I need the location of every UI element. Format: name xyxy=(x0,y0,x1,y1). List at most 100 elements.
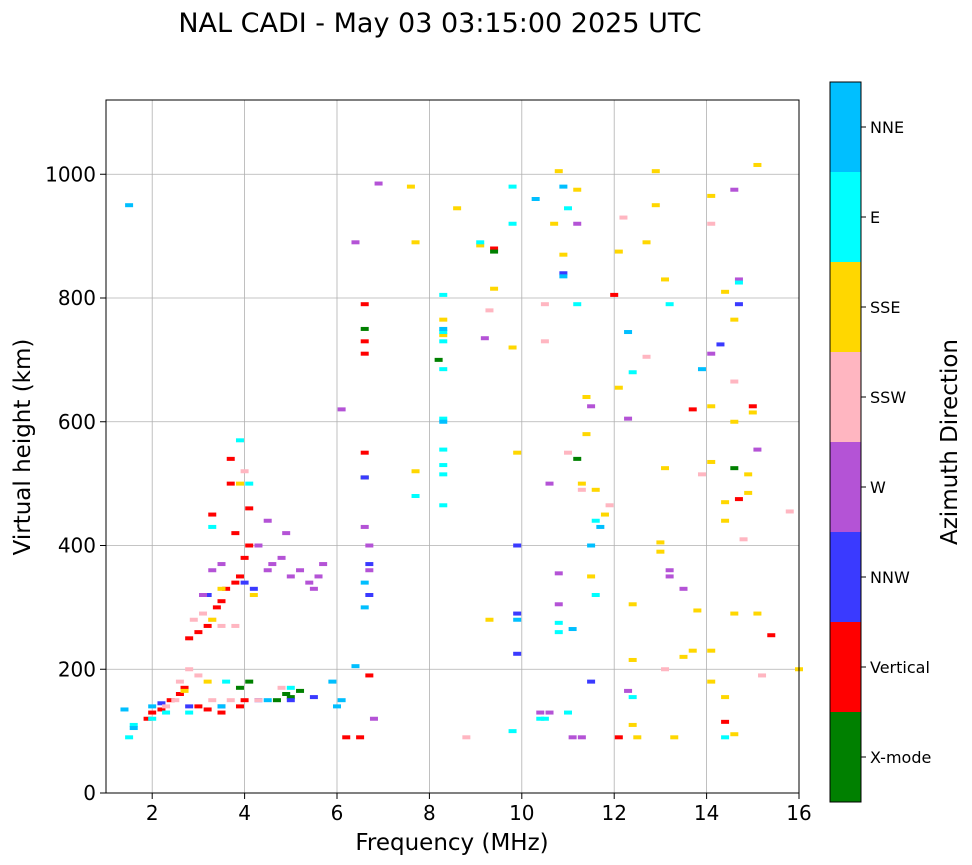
data-point xyxy=(365,593,374,597)
data-point xyxy=(785,509,794,514)
data-point xyxy=(277,555,286,560)
data-point xyxy=(540,302,549,307)
data-point xyxy=(739,537,748,542)
data-point xyxy=(453,206,462,211)
data-point xyxy=(240,555,249,560)
data-point xyxy=(753,447,762,452)
data-point xyxy=(758,673,767,678)
data-point xyxy=(554,571,563,576)
data-point xyxy=(263,518,272,523)
data-point xyxy=(222,586,231,591)
data-point xyxy=(633,735,642,740)
data-point xyxy=(235,438,244,443)
data-point xyxy=(337,407,346,412)
data-point xyxy=(531,197,540,201)
data-point xyxy=(240,580,249,585)
data-point xyxy=(185,704,194,709)
data-point xyxy=(208,568,217,573)
data-point xyxy=(162,710,171,715)
colorbar-tick-label: SSE xyxy=(870,298,900,317)
data-point xyxy=(439,416,448,421)
data-point xyxy=(624,688,633,693)
data-point xyxy=(744,472,753,477)
data-point xyxy=(753,162,762,167)
data-point xyxy=(439,333,448,338)
series-x-mode xyxy=(235,249,739,703)
data-point xyxy=(582,395,591,399)
colorbar: X-mode Vertical NNW W SSW SSE E NNE xyxy=(829,81,931,803)
y-tick-label: 0 xyxy=(83,781,96,805)
data-point xyxy=(619,215,628,220)
data-point xyxy=(365,673,374,678)
data-point xyxy=(573,302,582,307)
data-point xyxy=(217,704,226,709)
data-point xyxy=(157,701,166,706)
colorbar-segment xyxy=(830,352,861,442)
data-point xyxy=(439,326,448,331)
data-point xyxy=(245,543,254,548)
data-point xyxy=(360,450,369,455)
data-point xyxy=(143,716,152,721)
data-point xyxy=(707,404,716,409)
data-point xyxy=(286,574,295,579)
data-point xyxy=(175,679,184,684)
data-point xyxy=(642,240,651,245)
data-point xyxy=(286,698,295,703)
data-point xyxy=(596,524,605,529)
data-point xyxy=(314,574,323,579)
data-point xyxy=(203,593,212,597)
data-point xyxy=(665,302,674,307)
data-point xyxy=(554,169,563,174)
data-point xyxy=(730,611,739,616)
colorbar-segment xyxy=(830,262,861,352)
data-point xyxy=(369,716,378,721)
data-point xyxy=(628,695,637,700)
data-point xyxy=(513,611,522,616)
data-point xyxy=(665,574,674,579)
data-point xyxy=(508,345,517,350)
data-point xyxy=(568,627,577,632)
data-point xyxy=(217,586,226,591)
data-point xyxy=(208,512,217,517)
data-point xyxy=(536,710,545,715)
colorbar-frame xyxy=(829,81,862,803)
data-point xyxy=(679,654,688,659)
data-point xyxy=(651,169,660,174)
data-point xyxy=(697,472,706,477)
data-point xyxy=(360,326,369,331)
data-point xyxy=(180,688,189,693)
colorbar-segment xyxy=(830,442,861,532)
data-point xyxy=(360,339,369,344)
data-point xyxy=(217,562,226,567)
data-point xyxy=(614,385,623,390)
data-point xyxy=(305,580,314,585)
data-point xyxy=(721,289,730,294)
data-point xyxy=(351,664,360,669)
plot-frame xyxy=(105,99,800,794)
data-point xyxy=(217,623,226,628)
data-point xyxy=(476,240,485,245)
data-point xyxy=(217,599,226,604)
data-point xyxy=(485,308,494,313)
x-tick-label: 10 xyxy=(509,801,534,825)
data-point xyxy=(125,203,134,208)
data-point xyxy=(693,608,702,613)
data-point xyxy=(374,181,383,186)
data-point xyxy=(554,630,563,635)
data-point xyxy=(245,679,254,684)
data-point xyxy=(591,487,600,492)
data-point xyxy=(707,193,716,198)
data-point xyxy=(707,679,716,684)
data-point xyxy=(665,568,674,573)
data-point xyxy=(406,184,415,189)
data-point xyxy=(226,481,235,486)
data-point xyxy=(245,481,254,486)
data-point xyxy=(296,568,305,573)
data-point xyxy=(688,648,697,653)
data-point xyxy=(707,459,716,464)
data-point xyxy=(624,416,633,421)
data-point xyxy=(564,206,572,211)
data-point xyxy=(203,623,212,628)
data-point xyxy=(240,698,249,703)
y-axis-label: Virtual height (km) xyxy=(10,339,36,556)
